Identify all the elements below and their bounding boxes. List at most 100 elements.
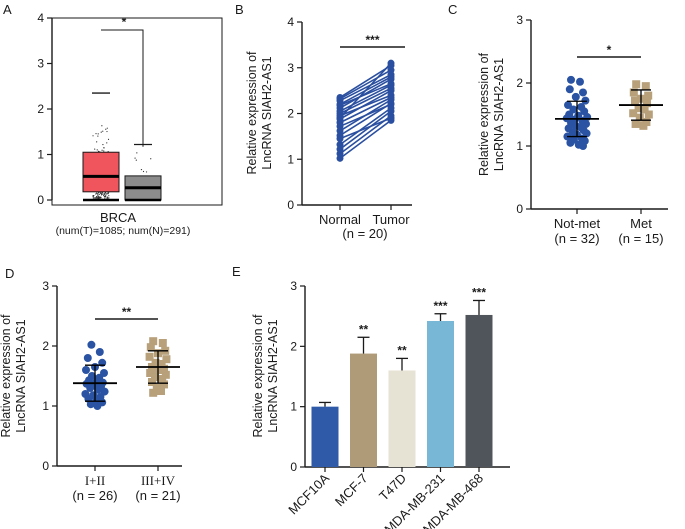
panel-e-significance-stars: **: [397, 343, 407, 357]
panel-a-raw-point: [94, 197, 96, 199]
panel-c-y-tick-label: 2: [516, 76, 523, 90]
panel-c-x-tick-label: Not-met: [554, 216, 601, 231]
panel-b-pair-line: [339, 69, 392, 100]
panel-c-point-0: [564, 101, 572, 110]
panel-a-raw-point: [135, 159, 137, 161]
panel-c-significance-stars: *: [607, 43, 612, 57]
panel-b-pair-line: [339, 119, 392, 159]
panel-b-y-tick-label: 2: [287, 107, 294, 121]
panel-a-raw-point: [93, 197, 95, 199]
panel-b-y-tick-label: 1: [287, 152, 294, 166]
panel-a-raw-point: [102, 193, 104, 195]
panel-d-n-label: (n = 21): [135, 488, 180, 503]
panel-a-raw-point: [95, 196, 98, 198]
panel-a-raw-point: [95, 193, 97, 195]
panel-c-point-0: [582, 129, 591, 138]
panel-b-pair-line: [339, 62, 392, 119]
panel-d-y-axis-label: Relative expression of: [0, 314, 13, 438]
panel-a-raw-point: [96, 192, 98, 195]
panel-b-pair-line: [339, 94, 392, 117]
panel-e-bar: [465, 314, 493, 467]
panel-d-y-tick-label: 0: [42, 459, 49, 473]
panel-a-raw-point: [101, 125, 103, 127]
panel-b-normal-point: [336, 114, 344, 122]
panel-a-raw-point: [99, 192, 102, 194]
panel-a-raw-point: [96, 141, 98, 143]
panel-d-point-1: [158, 375, 167, 383]
panel-d-point-1: [146, 369, 155, 377]
panel-d-point-1: [157, 360, 166, 368]
panel-c-point-1: [632, 80, 641, 89]
panel-d-y-tick-label: 2: [42, 339, 49, 353]
panel-b-x-tick-label: Normal: [319, 212, 361, 227]
panel-d-point-1: [160, 364, 168, 373]
panel-b-y-axis-label: Relative expression of: [245, 51, 259, 175]
panel-c-point-1: [644, 91, 653, 100]
panel-a-y-tick-label: 2: [37, 102, 44, 116]
panel-a-raw-point: [106, 127, 108, 129]
panel-a-raw-point: [103, 147, 105, 149]
panel-c-point-1: [644, 110, 653, 119]
panel-a-raw-point: [134, 157, 136, 159]
panel-e-bar-chart: 0 1 2 3 Relative expression of LncRNA SIAH2-A…: [251, 279, 510, 529]
panel-a-raw-point: [97, 133, 99, 135]
panel-a-raw-point: [150, 158, 152, 160]
panel-b-n-label: (n = 20): [342, 226, 387, 241]
panel-d-scatter: 0 1 2 3 Relative expression of LncRNA SIAH2-A…: [0, 279, 182, 503]
panel-e-y-tick-label: 0: [290, 460, 297, 474]
panel-a-raw-point: [106, 197, 108, 199]
panel-a-raw-point: [108, 197, 110, 199]
panel-b-pair-line: [339, 117, 392, 140]
panel-a-raw-point: [107, 138, 110, 141]
panel-d-n-label: (n = 26): [72, 488, 117, 503]
panel-d-point-0: [94, 385, 102, 394]
panel-c-point-1: [629, 109, 638, 118]
panel-a-raw-point: [97, 194, 99, 196]
panel-a-raw-point: [103, 193, 106, 195]
panel-a-boxplot: 0 1 2 3 4 * BRCA(num(T)=1085; num(N)=291): [37, 11, 223, 237]
panel-a-raw-point: [92, 196, 94, 198]
panel-a-raw-point: [92, 195, 94, 197]
panel-a-raw-point: [136, 152, 138, 154]
panel-a-significance-stars: *: [122, 15, 127, 29]
panel-a-raw-point: [105, 193, 107, 195]
panel-c-y-tick-label: 0: [516, 202, 523, 216]
panel-a-raw-point: [97, 135, 99, 137]
panel-d-y-tick-label: 3: [42, 279, 49, 293]
panel-a-raw-point: [106, 130, 108, 133]
panel-d-y-tick-label: 1: [42, 399, 49, 413]
panel-b-paired-lines: 0 1 2 3 4 Relative expression of LncRNA SIAH2-…: [245, 15, 412, 241]
panel-d-point-1: [149, 388, 158, 397]
panel-b-y-tick-label: 4: [287, 15, 294, 29]
panel-b-y-tick-label: 0: [287, 198, 294, 212]
panel-b-pair-line: [339, 96, 392, 124]
panel-d-point-0: [95, 348, 104, 356]
panel-d-point-1: [149, 337, 158, 346]
panel-c-point-0: [571, 92, 580, 101]
panel-b-tumor-point: [387, 114, 395, 122]
panel-e-bar: [427, 320, 454, 467]
panel-a-raw-point: [95, 197, 97, 199]
panel-c-point-1: [639, 121, 648, 130]
panel-c-point-1: [640, 105, 649, 114]
panel-a-y-tick-label: 0: [37, 193, 44, 207]
panel-d-point-1: [160, 380, 168, 389]
panel-e-significance-stars: ***: [472, 285, 486, 299]
panel-e-significance-stars: ***: [433, 299, 447, 313]
panel-b-pair-line: [339, 84, 392, 112]
panel-a-raw-point: [140, 168, 143, 171]
panel-c-point-1: [629, 88, 638, 97]
panel-a-raw-point: [94, 148, 96, 150]
panel-a-raw-point: [97, 150, 100, 152]
panel-e-x-tick-label: T47D: [376, 471, 409, 504]
panel-d-point-1: [158, 339, 167, 347]
panel-a-raw-point: [105, 196, 107, 198]
panel-d-point-1: [148, 378, 156, 386]
panel-d-point-1: [151, 373, 159, 382]
panel-d-point-1: [145, 352, 154, 361]
panel-letter-d: D: [5, 266, 14, 281]
panel-a-raw-point: [107, 193, 109, 195]
panel-b-pair-line: [339, 107, 392, 146]
panel-a-box-tumor: [82, 151, 120, 193]
